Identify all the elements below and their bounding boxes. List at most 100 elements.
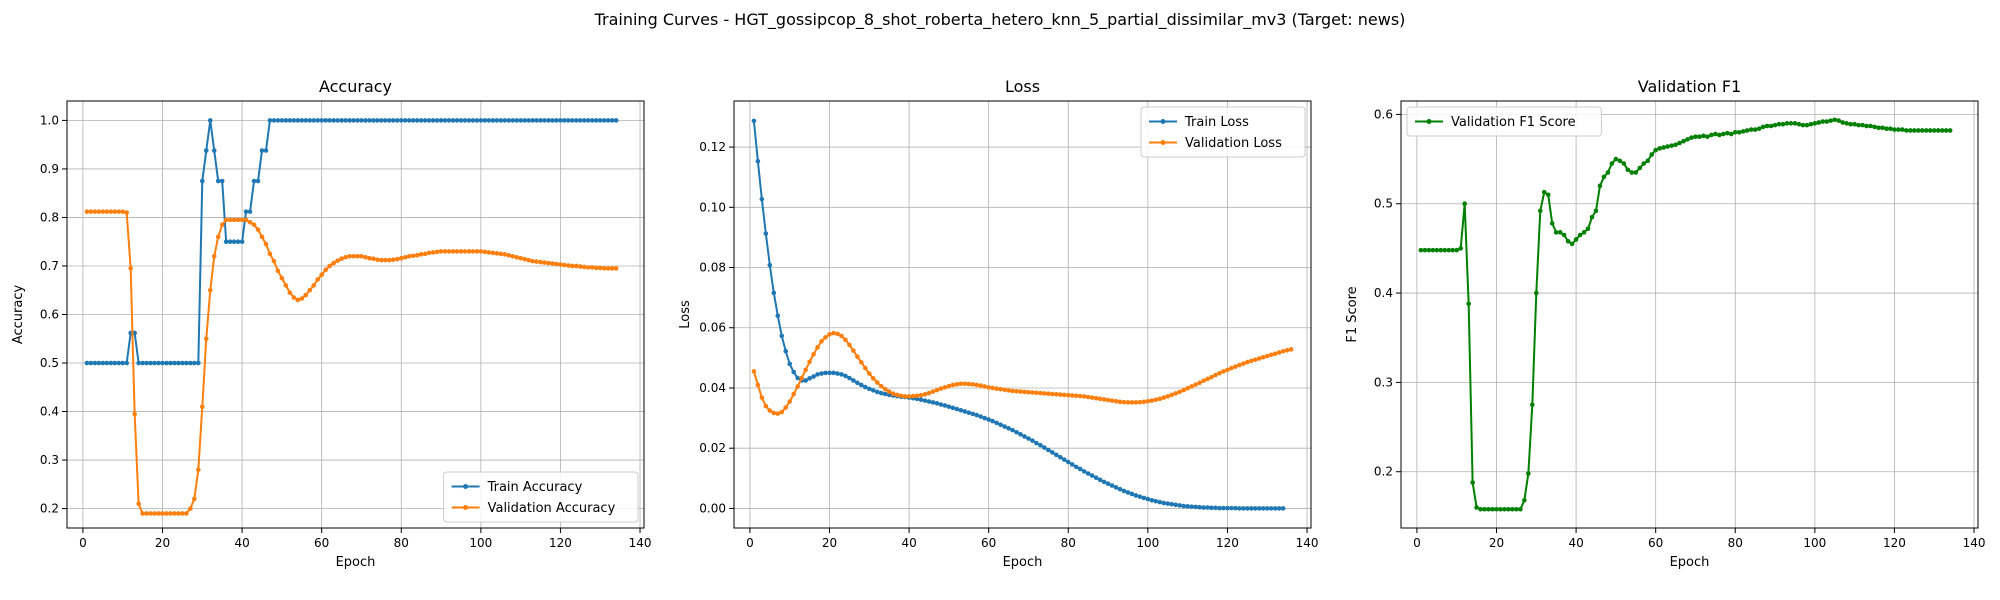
data-point [215, 178, 221, 184]
data-point [196, 360, 201, 366]
data-point [926, 399, 932, 404]
data-point [1149, 498, 1155, 503]
data-point [1137, 399, 1143, 405]
data-point [359, 118, 364, 123]
data-point [498, 251, 504, 257]
data-point [787, 361, 793, 367]
data-point [585, 265, 591, 270]
data-point [367, 118, 372, 123]
data-point [894, 392, 900, 398]
data-point [1237, 362, 1242, 368]
data-point [589, 118, 595, 123]
data-point [1272, 351, 1278, 356]
data-point [215, 234, 221, 240]
x-tick-label: 140 [1963, 536, 1986, 550]
data-point [363, 254, 368, 260]
data-point [486, 250, 492, 255]
data-point [1030, 438, 1035, 443]
legend: Validation F1 Score [1406, 106, 1602, 137]
data-point [1177, 503, 1182, 508]
y-axis-label: F1 Score [1345, 286, 1360, 342]
data-point [1241, 506, 1246, 511]
data-point [843, 373, 848, 379]
data-point [1249, 358, 1254, 364]
data-point [791, 369, 796, 375]
data-point [795, 375, 800, 381]
data-point [1537, 208, 1543, 214]
x-tick-label: 80 [1061, 536, 1076, 550]
data-point [1470, 480, 1475, 485]
data-point [478, 249, 484, 254]
data-point [156, 511, 161, 516]
data-point [1518, 506, 1523, 512]
data-point [299, 296, 305, 301]
data-point [207, 118, 213, 123]
data-point [1844, 121, 1849, 126]
data-point [1133, 493, 1139, 498]
axes-frame [1400, 100, 1979, 529]
data-point [104, 209, 110, 214]
data-point [319, 272, 324, 278]
data-point [990, 418, 995, 424]
data-point [1042, 391, 1047, 396]
data-point [1589, 214, 1595, 220]
y-tick-label: 0.8 [40, 210, 59, 224]
data-point [783, 348, 789, 354]
data-point [223, 239, 229, 245]
data-point [514, 118, 519, 123]
data-point [287, 290, 293, 295]
data-point [1494, 506, 1499, 512]
data-point [466, 118, 472, 123]
data-point [1657, 146, 1662, 151]
data-point [609, 118, 615, 123]
data-point [1892, 127, 1897, 132]
data-point [88, 209, 94, 214]
data-point [914, 393, 920, 399]
data-point [1105, 481, 1111, 487]
data-point [839, 333, 844, 339]
data-point [1553, 230, 1559, 235]
chart-title: Validation F1 [1638, 77, 1741, 96]
series-validation-f1-score [1418, 117, 1953, 512]
data-point [164, 360, 169, 366]
x-tick-label: 120 [549, 536, 572, 550]
data-point [926, 390, 932, 396]
data-point [863, 384, 868, 390]
data-point [1089, 395, 1095, 400]
data-point [558, 118, 563, 123]
data-point [1609, 161, 1615, 166]
x-tick-label: 20 [822, 536, 837, 550]
data-point [339, 118, 344, 123]
data-point [506, 118, 512, 123]
data-point [327, 263, 332, 269]
data-point [466, 249, 472, 254]
data-point [791, 391, 796, 397]
data-point [518, 118, 523, 123]
data-point [597, 118, 603, 123]
data-point [323, 118, 328, 123]
data-point [410, 118, 416, 123]
data-point [426, 250, 432, 256]
data-point [279, 275, 285, 281]
data-point [391, 257, 396, 262]
data-point [1812, 121, 1818, 126]
data-point [1732, 129, 1738, 135]
data-point [922, 398, 928, 403]
data-point [315, 118, 321, 123]
data-point [180, 511, 185, 516]
data-point [426, 118, 432, 123]
data-point [243, 217, 249, 223]
data-point [759, 395, 765, 400]
data-point [1268, 352, 1274, 358]
data-point [1474, 505, 1479, 510]
legend-label: Validation F1 Score [1451, 115, 1576, 130]
legend-label: Validation Accuracy [488, 501, 616, 516]
data-point [1808, 121, 1814, 127]
data-point [1927, 128, 1933, 133]
data-point [367, 255, 372, 261]
data-point [1836, 118, 1842, 123]
data-point [375, 257, 380, 262]
x-tick-label: 0 [746, 536, 754, 550]
data-point [819, 371, 824, 376]
data-point [116, 209, 122, 214]
